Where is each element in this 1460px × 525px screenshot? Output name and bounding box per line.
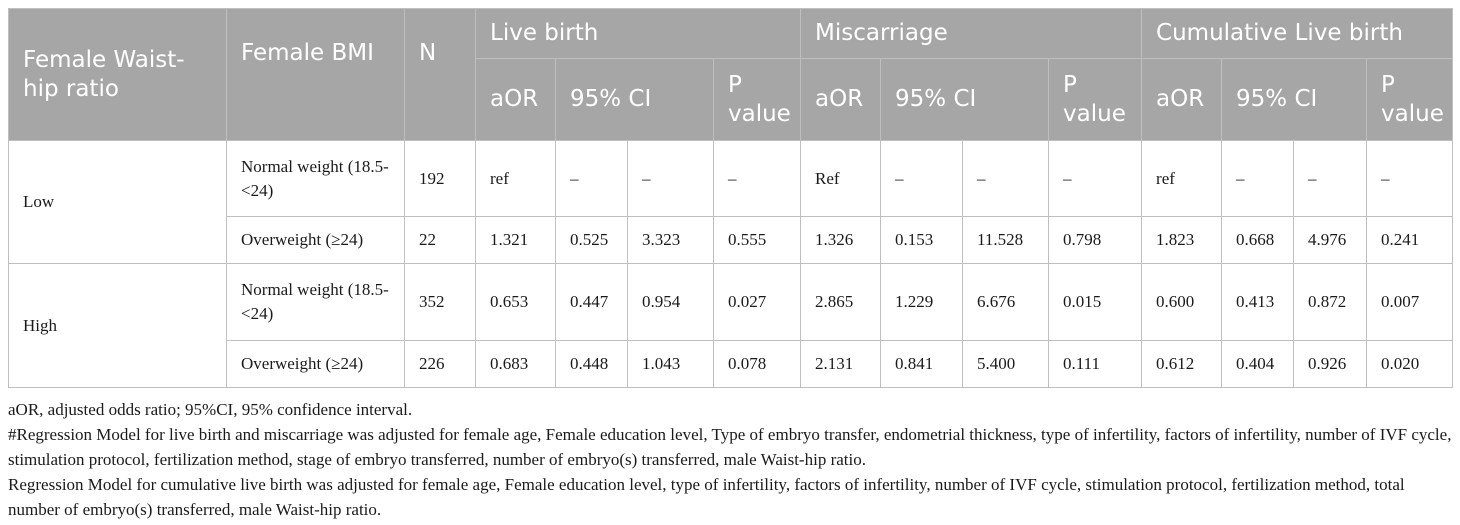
table-body: Low Normal weight (18.5-<24) 192 ref – –…: [8, 140, 1454, 388]
subheader-p-value: P value: [712, 58, 802, 141]
value-cell: 4.976: [1293, 216, 1368, 264]
value-cell: ref: [1141, 140, 1223, 217]
value-cell: 0.612: [1141, 340, 1223, 388]
n-cell: 192: [404, 140, 476, 217]
value-cell: –: [1293, 140, 1368, 217]
value-cell: 0.447: [555, 263, 628, 341]
value-cell: 11.528: [962, 216, 1050, 264]
value-cell: 0.653: [475, 263, 556, 341]
subheader-ci: 95% CI: [555, 58, 714, 141]
value-cell: 1.043: [627, 340, 714, 388]
value-cell: 0.027: [712, 263, 802, 341]
value-cell: 0.600: [1141, 263, 1223, 341]
value-cell: –: [712, 140, 802, 217]
value-cell: 0.555: [712, 216, 802, 264]
header-group-miscarriage: Miscarriage: [800, 8, 1143, 59]
value-cell: 5.400: [962, 340, 1050, 388]
header-group-cumulative-live-birth: Cumulative Live birth: [1141, 8, 1454, 59]
value-cell: 0.007: [1366, 263, 1454, 341]
value-cell: 0.153: [880, 216, 964, 264]
bmi-cell: Overweight (≥24): [226, 216, 405, 264]
value-cell: –: [1366, 140, 1454, 217]
value-cell: 1.326: [800, 216, 882, 264]
value-cell: 0.954: [627, 263, 714, 341]
results-table: Female Waist-hip ratio Female BMI N Live…: [8, 8, 1454, 388]
table-row: Overweight (≥24) 226 0.683 0.448 1.043 0…: [9, 340, 1454, 388]
header-bmi: Female BMI: [226, 8, 405, 141]
bmi-cell: Normal weight (18.5-<24): [226, 263, 405, 341]
header-n: N: [404, 8, 476, 141]
subheader-aor: aOR: [475, 58, 556, 141]
n-cell: 226: [404, 340, 476, 388]
value-cell: –: [1221, 140, 1295, 217]
value-cell: 2.865: [800, 263, 882, 341]
table-container: Female Waist-hip ratio Female BMI N Live…: [8, 8, 1454, 522]
subheader-aor: aOR: [1141, 58, 1223, 141]
footnote-cumulative-model: Regression Model for cumulative live bir…: [8, 475, 1405, 519]
value-cell: 3.323: [627, 216, 714, 264]
value-cell: 0.015: [1048, 263, 1143, 341]
value-cell: 0.241: [1366, 216, 1454, 264]
value-cell: 2.131: [800, 340, 882, 388]
value-cell: Ref: [800, 140, 882, 217]
value-cell: 0.798: [1048, 216, 1143, 264]
value-cell: –: [555, 140, 628, 217]
n-cell: 352: [404, 263, 476, 341]
header-waist-hip-ratio: Female Waist-hip ratio: [8, 8, 227, 141]
value-cell: 0.020: [1366, 340, 1454, 388]
bmi-cell: Normal weight (18.5-<24): [226, 140, 405, 217]
value-cell: 6.676: [962, 263, 1050, 341]
subheader-aor: aOR: [800, 58, 882, 141]
value-cell: –: [627, 140, 714, 217]
value-cell: 1.321: [475, 216, 556, 264]
subheader-ci: 95% CI: [880, 58, 1050, 141]
bmi-cell: Overweight (≥24): [226, 340, 405, 388]
header-group-live-birth: Live birth: [474, 8, 802, 59]
value-cell: 0.683: [475, 340, 556, 388]
value-cell: 0.413: [1221, 263, 1295, 341]
table-header: Female Waist-hip ratio Female BMI N Live…: [8, 8, 1454, 141]
table-footnotes: aOR, adjusted odds ratio; 95%CI, 95% con…: [8, 397, 1452, 522]
value-cell: 0.872: [1293, 263, 1368, 341]
value-cell: 0.111: [1048, 340, 1143, 388]
table-row: High Normal weight (18.5-<24) 352 0.653 …: [8, 263, 1454, 388]
value-cell: 0.404: [1221, 340, 1295, 388]
value-cell: 0.448: [555, 340, 628, 388]
footnote-abbreviations: aOR, adjusted odds ratio; 95%CI, 95% con…: [8, 400, 413, 419]
group-label: High: [8, 263, 227, 388]
value-cell: –: [880, 140, 964, 217]
subheader-p-value: P value: [1048, 58, 1143, 141]
subheader-ci: 95% CI: [1221, 58, 1368, 141]
value-cell: 1.823: [1141, 216, 1223, 264]
table-row: Overweight (≥24) 22 1.321 0.525 3.323 0.…: [9, 216, 1454, 264]
value-cell: –: [962, 140, 1050, 217]
value-cell: –: [1048, 140, 1143, 217]
value-cell: ref: [475, 140, 556, 217]
value-cell: 0.926: [1293, 340, 1368, 388]
subheader-p-value: P value: [1366, 58, 1454, 141]
value-cell: 0.668: [1221, 216, 1295, 264]
footnote-live-birth-model: #Regression Model for live birth and mis…: [8, 425, 1452, 469]
value-cell: 0.078: [712, 340, 802, 388]
value-cell: 1.229: [880, 263, 964, 341]
n-cell: 22: [404, 216, 476, 264]
group-label: Low: [8, 140, 227, 264]
value-cell: 0.525: [555, 216, 628, 264]
value-cell: 0.841: [880, 340, 964, 388]
table-row: Low Normal weight (18.5-<24) 192 ref – –…: [8, 140, 1454, 264]
